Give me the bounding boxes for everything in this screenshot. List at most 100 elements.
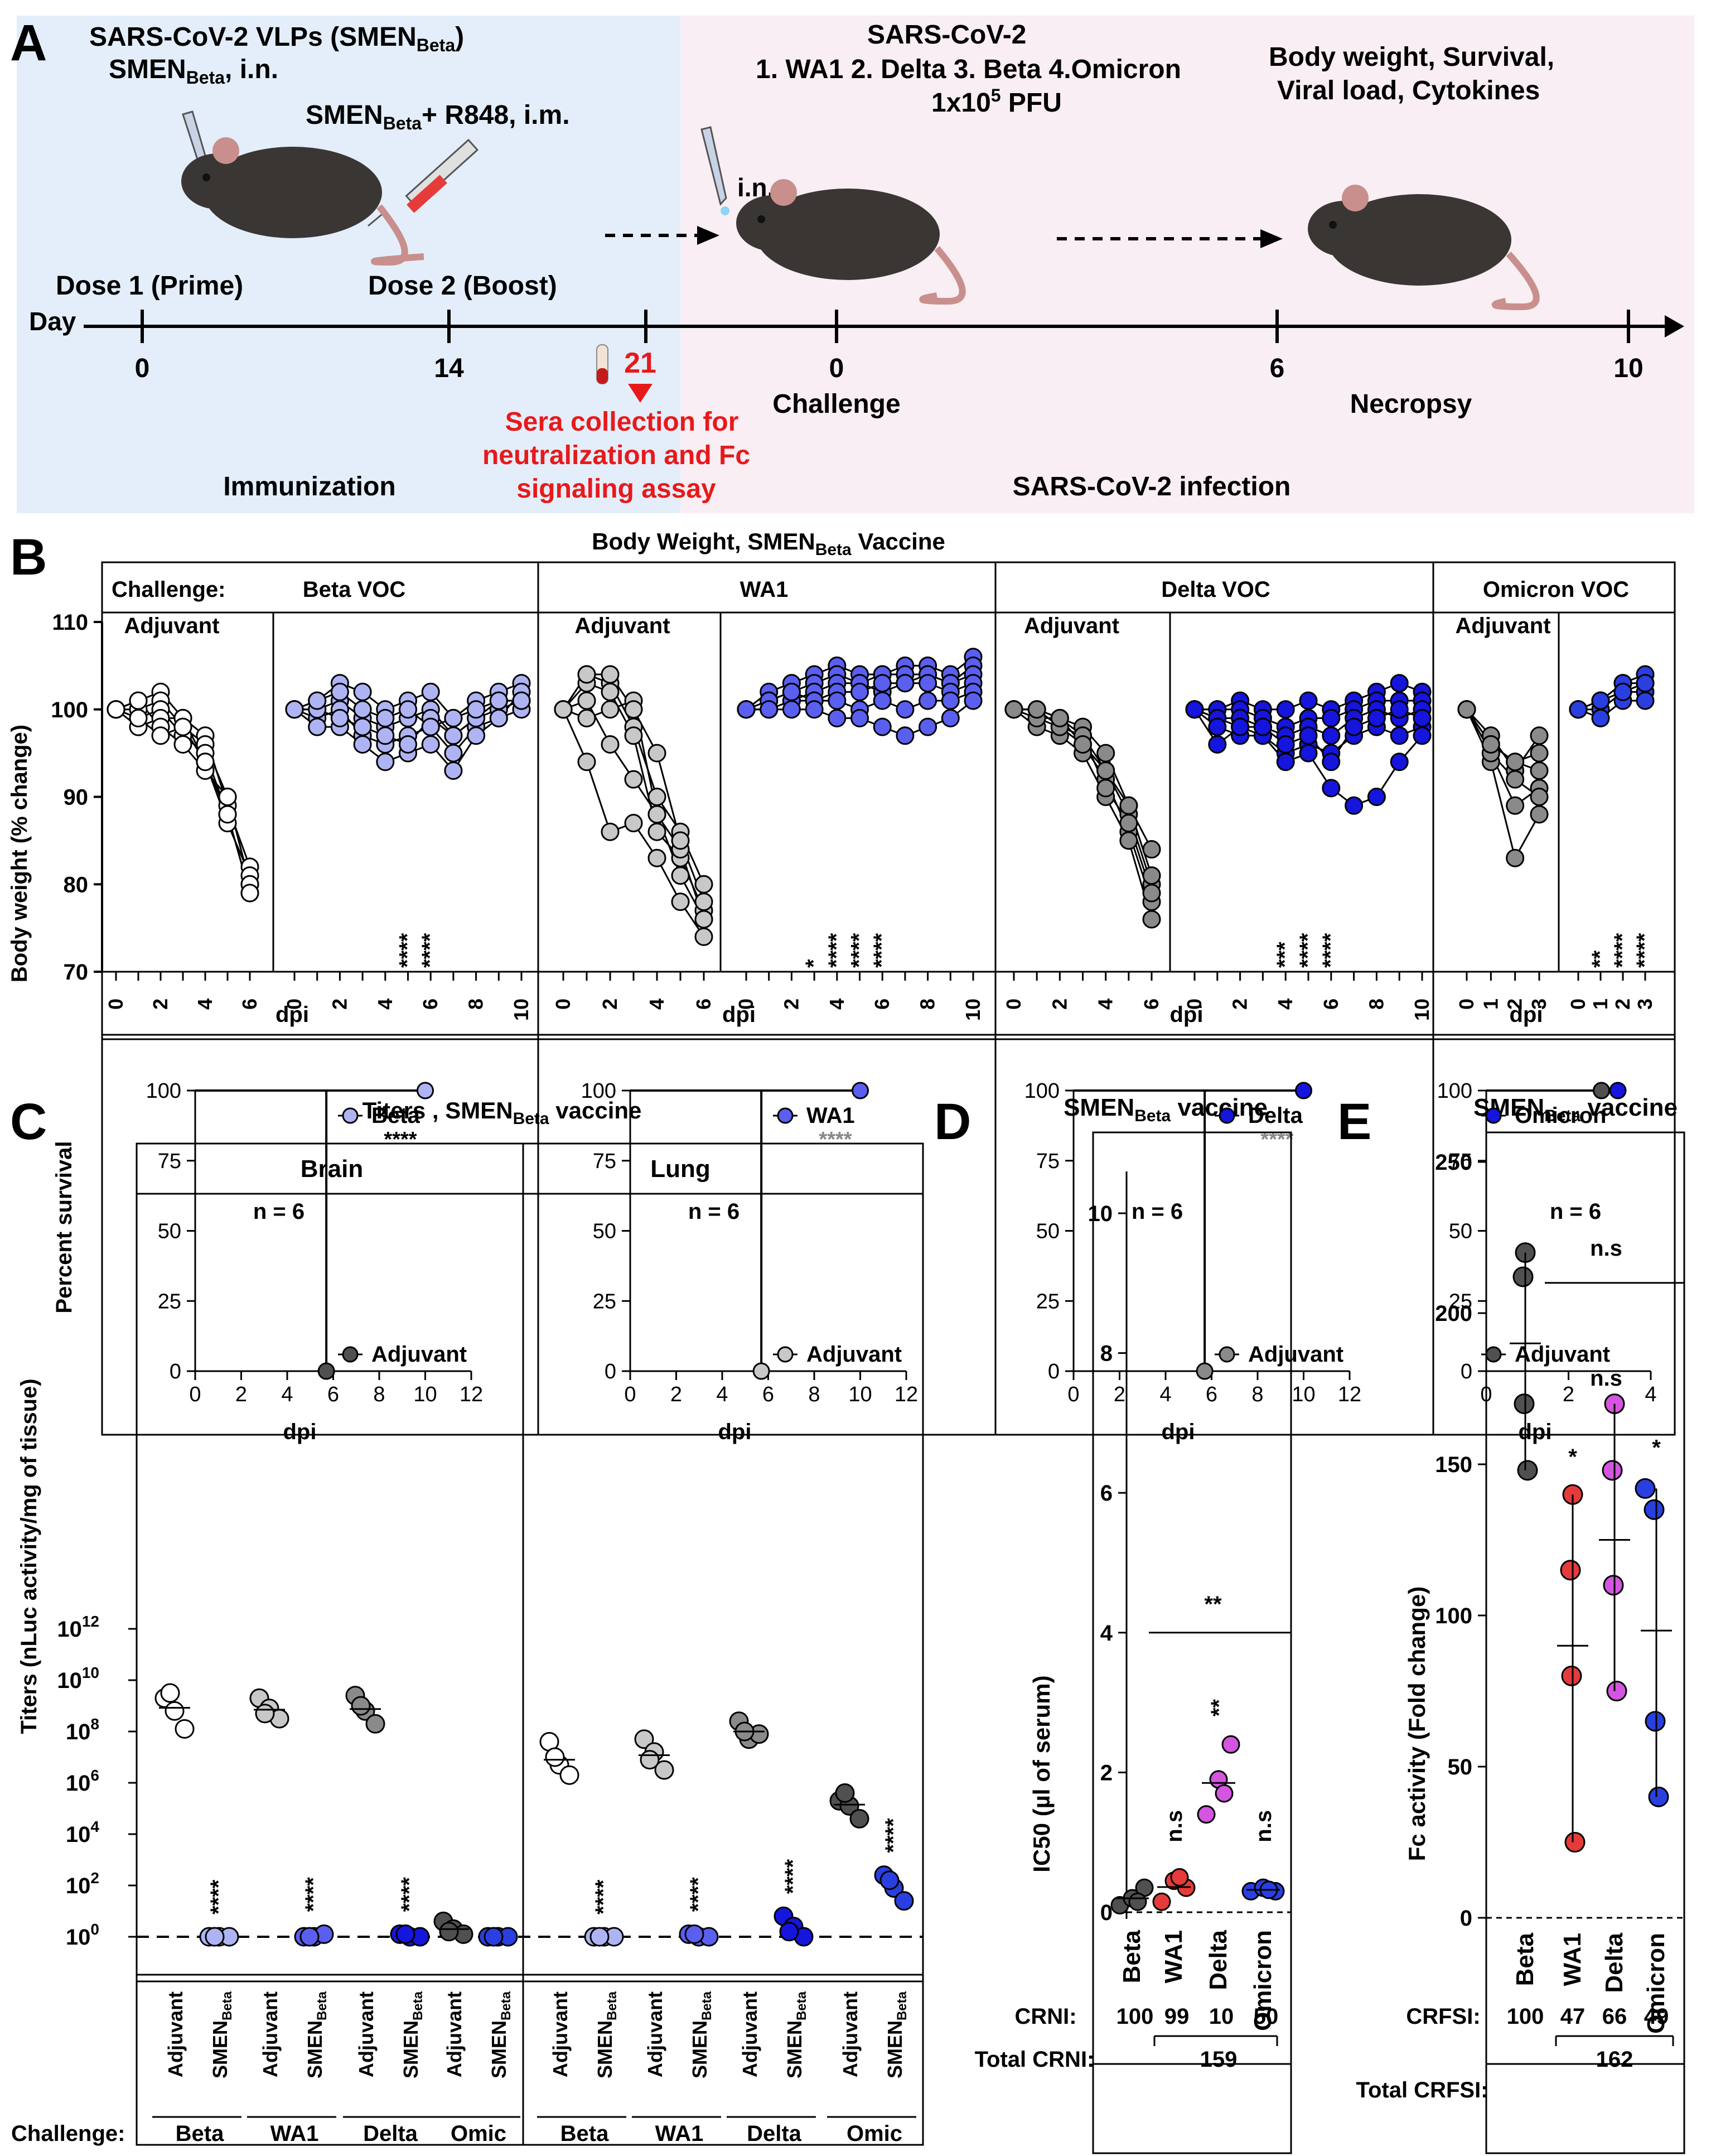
dose1-label: Dose 1 (Prime) [56,271,243,301]
survival-y-tick-label: 100 [581,1079,616,1103]
adjuvant-point [694,910,713,929]
crfsi-label: CRFSI: [1406,2004,1480,2029]
vaccine-point [873,674,892,693]
fc-y-tick-label: 200 [1435,1301,1472,1326]
survival-subpanel-1: 100 75 50 25 00 2 4 6 8 10 12 dpi WA1**** Adjuvant n =… [581,1079,919,1444]
vaccine-point [399,700,417,719]
weight-x-tick-label: 4 [374,999,397,1010]
crni-value: 99 [1164,2004,1190,2029]
dose2-label: Dose 2 (Boost) [368,271,557,301]
panel-a: A SARS-CoV-2 VLPs (SMENBeta) SMENBeta, i… [10,15,1694,513]
adjuvant-point [173,717,192,736]
ic50-y-tick-label: 0 [1100,1901,1113,1925]
boost-label: SMENBeta+ R848, i.m. [306,100,570,133]
legend-vaccine-label: Delta [1248,1103,1303,1128]
ic50-y-tick-label: 4 [1100,1621,1113,1646]
significance-marker: **** [206,1879,231,1914]
weight-x-tick-label: 6 [238,999,261,1010]
challenge-variants: 1. WA1 2. Delta 3. Beta 4.Omicron [756,55,1181,84]
panel-c: Brain Lung Titers (nLuc activity/mg of tis… [11,1142,924,2146]
ic50-point [1215,1784,1234,1803]
vaccine-point [828,708,847,727]
fc-point [1635,1478,1656,1499]
titers-y-tick-label: 1010 [57,1664,99,1693]
vaccine-point [1613,682,1632,701]
titer-group-0: **** Adjuvant SMENBeta Beta [152,1683,241,2146]
weight-x-tick-label: 4 [825,999,848,1010]
vaccine-titer-point [879,1870,900,1890]
total-crfsi-value: 162 [1596,2047,1633,2072]
total-crni-value: 159 [1200,2047,1238,2072]
weight-x-tick-label: 8 [916,999,939,1010]
weight-x-label: dpi [1510,1002,1543,1027]
vaccine-point [353,682,372,701]
legend-marker-adjuvant [342,1346,359,1363]
fc-group-2: Delta 66 [1599,1393,1630,2029]
adjuvant-titer-point [654,1760,674,1780]
tick-challenge-0: 0 [829,354,844,383]
fc-y-tick-label: 250 [1435,1150,1472,1175]
vaccine-point [330,682,349,701]
challenge-label: Delta [363,2121,418,2146]
weight-x-tick-label: 6 [419,999,442,1010]
challenge-label: Delta [747,2121,802,2146]
survival-x-tick-label: 8 [373,1383,385,1406]
vaccine-point [782,682,801,701]
category-adjuvant: Adjuvant [355,1991,378,2077]
fc-y-label: Fc activity (Fold change) [1404,1586,1430,1861]
vaccine-point [941,708,960,727]
fc-significance-top: n.s [1590,1236,1622,1261]
vaccine-point [1591,708,1610,727]
fc-point [1512,1266,1534,1287]
weight-x-tick-label: 0 [1567,999,1589,1010]
vaccine-point [1636,691,1655,710]
significance-marker: **** [686,1877,710,1912]
adjuvant-point [151,726,170,745]
survival-y-tick-label: 100 [146,1079,181,1103]
ic50-significance: n.s [1251,1810,1276,1843]
weight-y-tick-label: 80 [64,872,89,897]
survival-y-tick-label: 75 [1036,1150,1060,1173]
adjuvant-survival-end-point [752,1362,770,1380]
vaccine-point [353,700,372,719]
survival-y-tick-label: 0 [605,1360,616,1383]
tick-challenge-6: 6 [1270,354,1285,383]
vaccine-point [489,708,508,727]
adjuvant-line [1466,709,1540,861]
titer-group-4: **** Adjuvant SMENBeta Beta [537,1731,626,2146]
fc-significance-omicron: * [1652,1436,1661,1460]
ic50-y-tick-label: 10 [1088,1202,1113,1226]
ic50-point [1170,1868,1189,1887]
weight-x-tick-label: 6 [1320,999,1342,1010]
vaccine-point [1591,691,1610,710]
weight-x-tick-label: 8 [1365,999,1388,1010]
adjuvant-titer-point [351,1696,371,1716]
adjuvant-point [1506,770,1525,789]
vaccine-titer-point [484,1927,504,1947]
ic50-y-tick-label: 2 [1100,1761,1113,1785]
adjuvant-point [1096,779,1115,798]
vaccine-survival-end-point [1609,1082,1627,1099]
adjuvant-titer-point [545,1747,565,1767]
vaccine-point [330,708,349,727]
significance-marker: ** [1588,950,1612,968]
adjuvant-point [577,691,596,710]
survival-x-tick-label: 4 [716,1383,728,1406]
adjuvant-point [1142,866,1161,885]
vaccine-point [512,691,531,710]
vaccine-survival-end-point [852,1082,869,1099]
vaccine-point [919,674,937,693]
vaccine-point [919,691,937,710]
significance-marker: **** [847,933,872,968]
ic50-group-2: Delta 10 [1197,1735,1240,2029]
weight-x-tick-label: 2 [1504,999,1526,1010]
fc-significance-mid: n.s [1590,1366,1622,1391]
tick-challenge-10: 10 [1613,354,1643,383]
adjuvant-point [1096,761,1115,780]
significance-marker: **** [1632,933,1657,968]
vaccine-point [353,717,372,736]
vaccine-point [1569,700,1588,719]
adjuvant-titer-point [634,1729,654,1749]
vaccine-point [873,717,892,736]
